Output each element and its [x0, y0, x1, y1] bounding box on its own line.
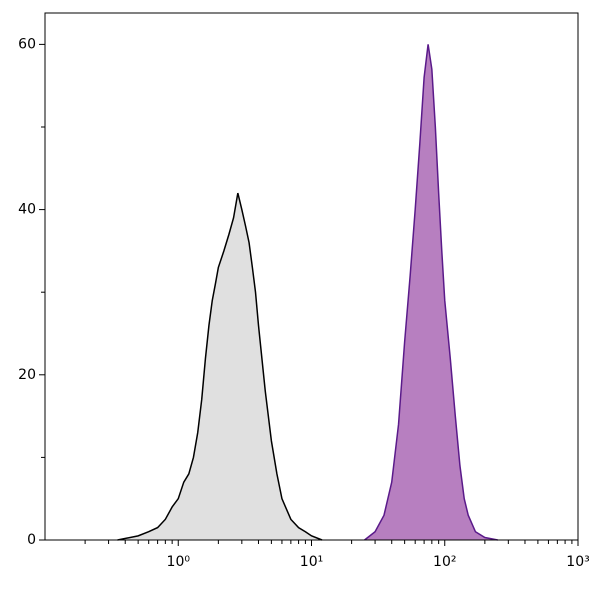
histogram-line: [364, 44, 498, 541]
histogram-fill: [117, 193, 323, 541]
y-tick-label: 40: [18, 202, 36, 218]
x-tick-label: 10²: [433, 554, 456, 570]
x-tick-label: 10⁰: [167, 554, 191, 570]
x-tick-label: 10¹: [300, 554, 323, 570]
histogram-line: [117, 192, 323, 541]
y-tick-label: 0: [27, 532, 36, 548]
plot-frame: [44, 12, 579, 541]
x-tick-label: 10³: [566, 554, 589, 570]
histogram-fill: [364, 44, 498, 541]
y-tick-label: 20: [18, 367, 36, 383]
y-tick-label: 60: [18, 36, 36, 52]
